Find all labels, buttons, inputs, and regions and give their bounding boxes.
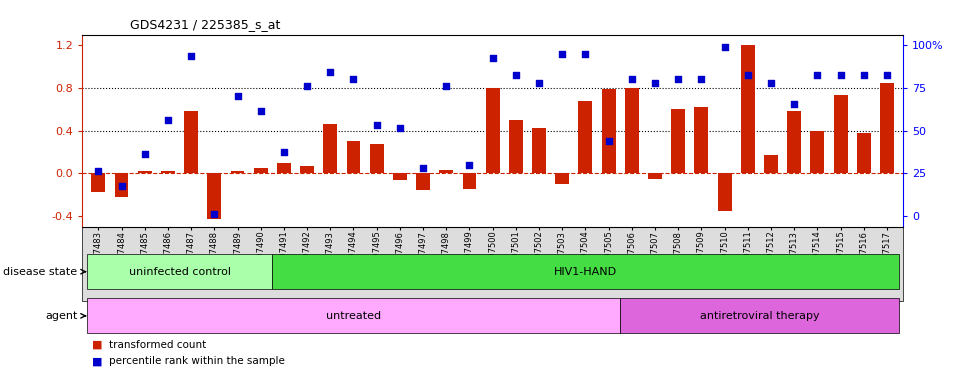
Bar (620, 298, 898, 333)
Point (554, 51, 570, 57)
Text: antiretroviral therapy: antiretroviral therapy (699, 311, 819, 321)
Bar (208, 173, 221, 219)
Bar (671, 109, 685, 173)
Point (369, 122, 384, 128)
Bar (324, 124, 337, 173)
Point (624, 76, 639, 83)
Text: untreated: untreated (326, 311, 381, 321)
Point (531, 79, 547, 86)
Bar (115, 173, 128, 197)
Bar (741, 45, 754, 173)
Bar (625, 88, 639, 173)
Point (91, 168, 106, 174)
Point (299, 83, 315, 89)
Point (439, 83, 454, 89)
Bar (87, 298, 620, 333)
Text: transformed count: transformed count (109, 340, 207, 350)
Point (601, 138, 616, 144)
Point (694, 76, 709, 83)
Bar (648, 173, 662, 179)
Bar (272, 254, 898, 289)
Bar (579, 101, 592, 173)
Text: percentile rank within the sample: percentile rank within the sample (109, 356, 285, 366)
Point (230, 93, 245, 99)
Bar (231, 171, 244, 173)
Point (763, 79, 779, 86)
Bar (185, 111, 198, 173)
Point (160, 117, 176, 123)
Bar (880, 83, 894, 173)
Bar (254, 168, 268, 173)
Text: agent: agent (44, 311, 77, 321)
Point (184, 53, 199, 59)
Text: ■: ■ (92, 340, 102, 350)
Bar (555, 173, 569, 184)
Point (114, 183, 129, 189)
Bar (161, 171, 175, 173)
Bar (810, 131, 824, 173)
Point (740, 72, 755, 78)
Point (392, 125, 408, 131)
Bar (393, 173, 407, 180)
Point (647, 79, 663, 86)
Bar (277, 162, 291, 173)
Point (137, 151, 153, 157)
Point (323, 69, 338, 75)
Bar (695, 107, 708, 173)
Bar (764, 155, 778, 173)
Bar (138, 171, 152, 173)
Bar (347, 141, 360, 173)
Point (670, 76, 686, 83)
Bar (92, 173, 105, 192)
Bar (509, 120, 523, 173)
Point (415, 165, 431, 171)
Text: ■: ■ (92, 356, 102, 366)
Bar (370, 144, 384, 173)
Bar (486, 88, 499, 173)
Point (253, 108, 269, 114)
Point (485, 55, 500, 61)
Point (717, 44, 732, 50)
Text: uninfected control: uninfected control (128, 266, 231, 277)
Point (346, 76, 361, 83)
Bar (440, 170, 453, 173)
Bar (416, 173, 430, 190)
Text: disease state: disease state (3, 266, 77, 277)
Bar (532, 128, 546, 173)
Point (207, 211, 222, 217)
Bar (718, 173, 731, 210)
Bar (300, 166, 314, 173)
Point (833, 72, 848, 78)
Text: HIV1-HAND: HIV1-HAND (554, 266, 617, 277)
Bar (87, 254, 272, 289)
Bar (857, 133, 870, 173)
Point (856, 72, 871, 78)
Point (578, 51, 593, 57)
Bar (602, 89, 615, 173)
Point (462, 162, 477, 168)
Point (508, 72, 524, 78)
Point (786, 101, 802, 107)
Text: GDS4231 / 225385_s_at: GDS4231 / 225385_s_at (130, 18, 281, 31)
Bar (834, 95, 847, 173)
Point (810, 72, 825, 78)
Point (276, 149, 292, 155)
Bar (463, 173, 476, 189)
Point (879, 72, 895, 78)
Bar (787, 111, 801, 173)
